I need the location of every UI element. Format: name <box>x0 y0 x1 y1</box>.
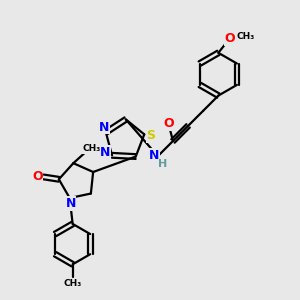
Text: O: O <box>224 32 235 45</box>
Text: N: N <box>99 121 110 134</box>
Text: O: O <box>32 170 43 183</box>
Text: N: N <box>149 149 159 162</box>
Text: CH₃: CH₃ <box>64 279 82 288</box>
Text: CH₃: CH₃ <box>237 32 255 41</box>
Text: S: S <box>146 129 155 142</box>
Text: H: H <box>158 160 167 170</box>
Text: N: N <box>100 146 111 159</box>
Text: N: N <box>65 197 76 210</box>
Text: O: O <box>163 117 174 130</box>
Text: CH₃: CH₃ <box>82 144 100 153</box>
